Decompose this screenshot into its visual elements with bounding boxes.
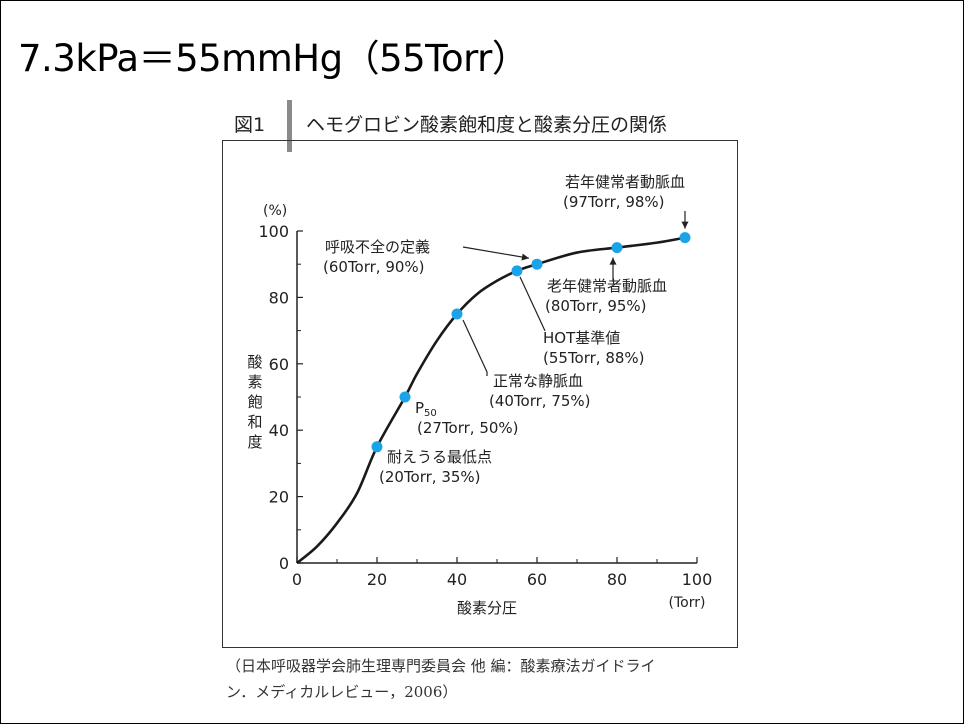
annotation-label-min-tolerable: 耐えうる最低点 [387, 448, 492, 466]
figure-title: ヘモグロビン酸素飽和度と酸素分圧の関係 [306, 114, 668, 136]
y-axis-label-char: 和 [247, 413, 262, 431]
x-tick-label: 0 [292, 570, 302, 589]
x-tick-label: 20 [367, 570, 387, 589]
y-tick-label: 100 [258, 222, 289, 241]
x-tick-label: 40 [447, 570, 467, 589]
y-axis-label-char: 素 [247, 373, 262, 391]
data-point-marker [399, 391, 411, 403]
annotation-arrow-elderly-head [609, 257, 617, 265]
y-tick-label: 80 [269, 288, 289, 307]
annotation-value-p50: (27Torr, 50%) [417, 419, 519, 437]
y-axis-unit: (%) [263, 203, 287, 219]
source-citation-line1: （日本呼吸器学会肺生理専門委員会 他 編：酸素療法ガイドライ [226, 657, 656, 675]
annotation-label-p50: P50 [415, 399, 437, 419]
y-tick-label: 0 [279, 554, 289, 573]
annotation-leader-hot [519, 276, 546, 332]
annotation-arrow-resp-failure [462, 246, 530, 259]
annotation-value-elderly: (80Torr, 95%) [545, 297, 647, 315]
annotation-value-young: (97Torr, 98%) [563, 193, 665, 211]
slide-heading: 7.3kPa＝55mmHg（55Torr） [18, 37, 529, 80]
annotation-label-elderly: 老年健常者動脈血 [547, 277, 667, 295]
figure-label: 図1 [234, 114, 266, 136]
annotation-leader-venous [462, 319, 488, 376]
y-axis-label-char: 度 [247, 433, 262, 451]
annotation-label-young: 若年健常者動脈血 [565, 173, 685, 191]
annotation-arrow-young-head [681, 221, 689, 229]
annotation-arrow-resp-failure-head [521, 253, 529, 261]
x-tick-label: 100 [682, 570, 713, 589]
annotation-label-hot: HOT基準値 [543, 329, 620, 347]
annotation-label-venous: 正常な静脈血 [493, 372, 583, 390]
x-tick-label: 60 [527, 570, 547, 589]
chart-panel: 0 20 40 60 80 100 0 20 40 60 80 100 (%) 酸素飽和度酸素分圧 (Tor… [222, 140, 738, 648]
annotation-value-venous: (40Torr, 75%) [489, 392, 591, 410]
annotation-value-hot: (55Torr, 88%) [543, 349, 645, 367]
x-tick-label: 80 [607, 570, 627, 589]
y-tick-label: 40 [269, 421, 289, 440]
y-axis-label-char: 酸 [247, 353, 262, 371]
data-point-marker [371, 441, 383, 453]
y-axis-label-char: 飽 [247, 393, 262, 411]
x-axis-unit: (Torr) [669, 595, 706, 611]
x-axis-label: 酸素分圧 [457, 599, 517, 617]
source-citation-line2: ン．メディカルレビュー，2006） [226, 683, 458, 701]
y-tick-label: 20 [269, 488, 289, 507]
annotation-label-resp-failure: 呼吸不全の定義 [325, 238, 430, 256]
data-point-marker [511, 265, 523, 277]
y-tick-label: 60 [269, 355, 289, 374]
figure-label-divider [287, 100, 292, 152]
annotation-value-resp-failure: (60Torr, 90%) [323, 258, 425, 276]
annotation-value-min-tolerable: (20Torr, 35%) [379, 468, 481, 486]
data-point-marker [451, 308, 463, 320]
data-point-marker [679, 232, 691, 244]
data-point-marker [531, 258, 543, 270]
data-point-marker [611, 242, 623, 254]
